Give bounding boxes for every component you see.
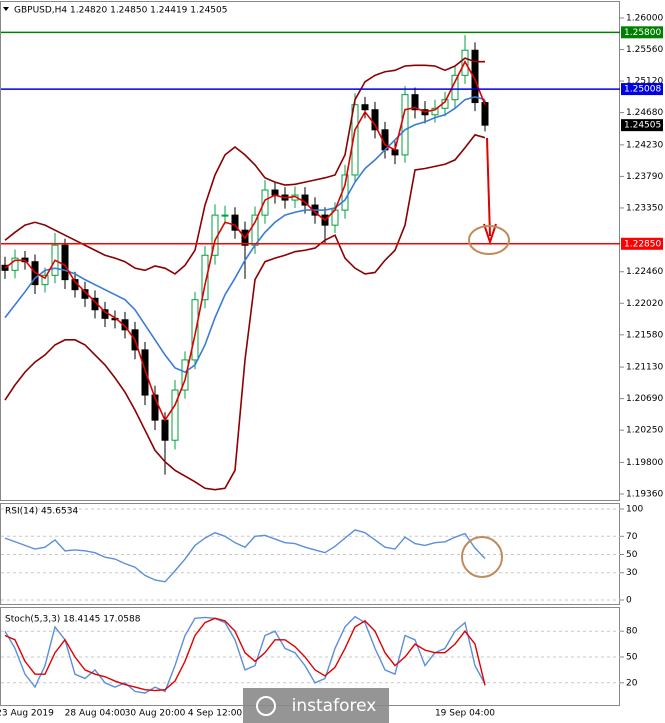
x-tick-label: 4 Sep 12:00 <box>188 709 243 719</box>
indicator-line <box>4 133 486 491</box>
candle-body <box>351 104 359 176</box>
indicator-line <box>4 96 486 374</box>
main-frame <box>0 1 620 501</box>
candle-body <box>481 102 489 126</box>
candle-body <box>471 49 479 104</box>
candle-body <box>61 244 69 281</box>
y-tick-label: 1.23350 <box>626 203 663 213</box>
y-tick-label: 1.19360 <box>626 489 663 499</box>
y-tick-label: 30 <box>626 568 638 578</box>
candle-body <box>341 174 349 211</box>
candle-body <box>41 274 49 286</box>
y-tick-label: 20 <box>626 678 638 688</box>
x-tick-label: 23 Aug 2019 <box>0 709 54 719</box>
y-tick-label: 1.26000 <box>626 13 663 23</box>
y-tick-label: 100 <box>626 505 643 515</box>
candle-body <box>161 419 169 441</box>
y-tick-label: 0 <box>626 596 632 606</box>
annotations <box>461 137 510 578</box>
main-title: GBPUSD,H4 1.24820 1.24850 1.24419 1.2450… <box>14 6 227 16</box>
watermark-box <box>243 688 389 723</box>
y-tick-label: 80 <box>626 627 638 637</box>
watermark: instaforex <box>243 688 389 723</box>
candle-body <box>401 94 409 156</box>
arrow-head <box>483 223 497 246</box>
y-tick-label: 1.22460 <box>626 267 663 277</box>
level-label: 1.25008 <box>624 85 661 95</box>
candle-body <box>411 94 419 111</box>
y-tick-label: 50 <box>626 550 638 560</box>
watermark-text: instaforex <box>292 696 377 716</box>
rsi-circle <box>461 536 503 578</box>
y-tick-label: 1.21130 <box>626 363 663 373</box>
y-tick-label: 1.25560 <box>626 45 663 55</box>
x-tick-label: 28 Aug 04:00 <box>65 709 126 719</box>
candle-body <box>171 389 179 441</box>
candle-body <box>261 189 269 216</box>
candle-body <box>191 299 199 361</box>
candle-body <box>251 214 259 246</box>
level-label: 1.24505 <box>624 121 661 131</box>
candle-body <box>371 109 379 131</box>
level-box <box>621 83 663 96</box>
stoch-title: Stoch(5,3,3) 18.4145 17.0588 <box>5 615 141 625</box>
indicator-line <box>4 617 486 692</box>
candle-body <box>201 254 209 301</box>
plot-layer: 1.26000 1.25560 1.25120 1.24680 1.24230 1.237… <box>0 13 663 718</box>
x-tick-label: 19 Sep 04:00 <box>435 709 495 719</box>
candle-body <box>11 257 19 271</box>
indicator-line <box>4 529 486 583</box>
y-tick-label: 70 <box>626 532 638 542</box>
level-box <box>621 26 663 39</box>
candle-body <box>431 107 439 116</box>
y-tick-label: 1.19800 <box>626 458 663 468</box>
watermark-icon <box>256 696 276 716</box>
y-tick-label: 1.25120 <box>626 77 663 87</box>
arrow-shaft <box>486 137 491 237</box>
y-tick-label: 1.23790 <box>626 172 663 182</box>
candle-body <box>151 394 159 421</box>
level-box <box>621 237 663 250</box>
candle-body <box>361 104 369 111</box>
y-tick-label: 1.22020 <box>626 299 663 309</box>
candle-body <box>181 359 189 391</box>
x-tick-label: 30 Aug 20:00 <box>125 709 186 719</box>
level-label: 1.22850 <box>624 239 661 249</box>
y-tick-label: 1.20690 <box>626 394 663 404</box>
candle-body <box>141 349 149 396</box>
y-tick-label: 1.24680 <box>626 108 663 118</box>
level-label: 1.25800 <box>624 28 661 38</box>
target-circle <box>468 225 510 255</box>
candle-body <box>231 214 239 231</box>
symbol-icon <box>3 7 9 11</box>
indicator-line <box>4 615 486 694</box>
rsi-title: RSI(14) 45.6534 <box>5 507 78 517</box>
indicator-line <box>4 57 485 275</box>
y-tick-label: 50 <box>626 653 638 663</box>
y-tick-label: 1.21580 <box>626 330 663 340</box>
candle-body <box>121 319 129 331</box>
candle-body <box>221 214 229 217</box>
y-tick-label: 1.24230 <box>626 140 663 150</box>
y-tick-label: 1.20250 <box>626 426 663 436</box>
indicator-line <box>4 59 486 422</box>
level-box <box>621 119 663 132</box>
